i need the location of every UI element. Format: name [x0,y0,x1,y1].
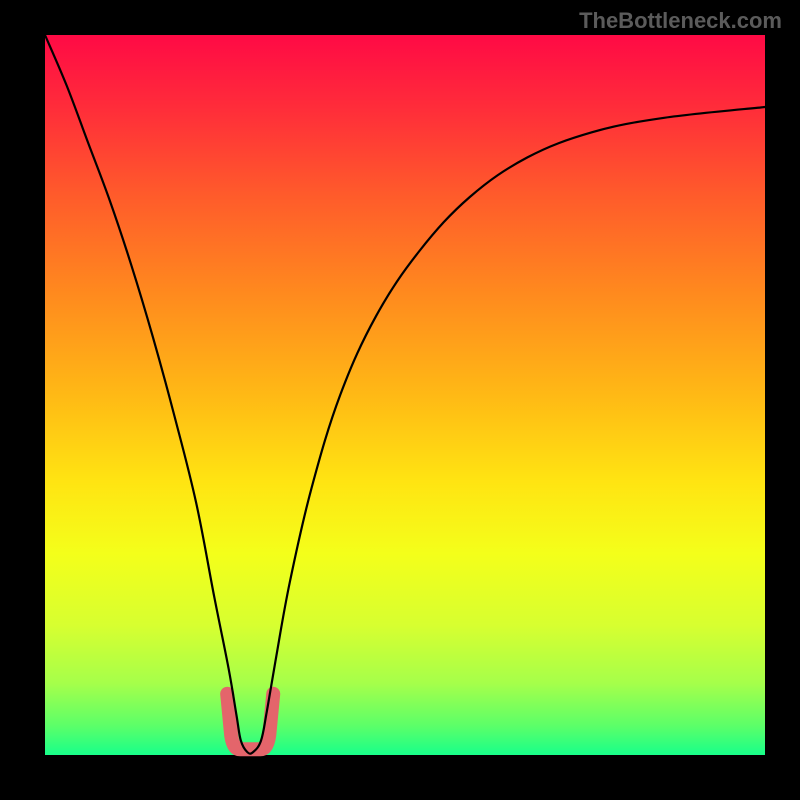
plot-background [45,35,765,755]
bottleneck-chart [0,0,800,800]
watermark-text: TheBottleneck.com [579,8,782,34]
